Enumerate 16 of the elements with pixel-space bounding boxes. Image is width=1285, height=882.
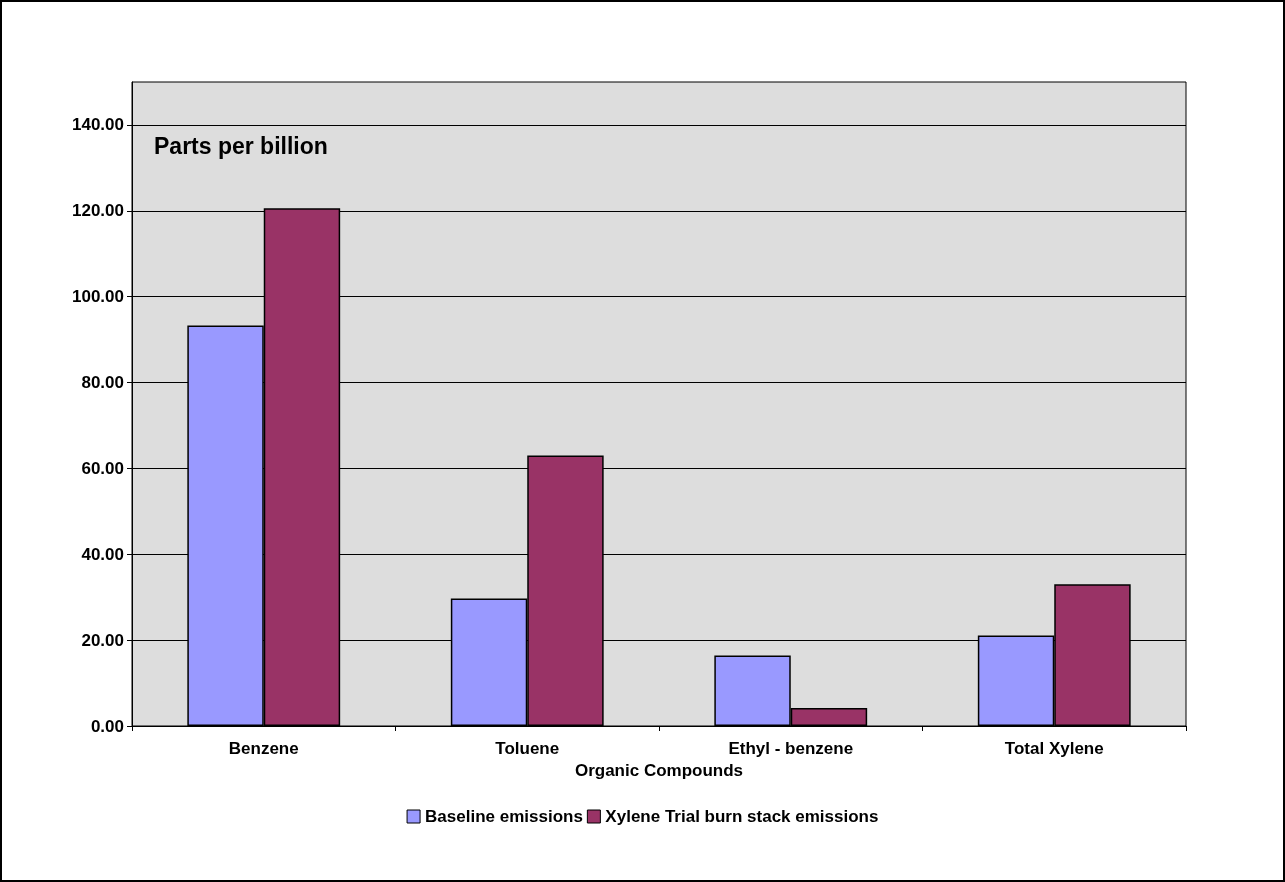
- x-tick-label: Toluene: [495, 739, 560, 758]
- y-tick-label: 0.00: [90, 716, 124, 736]
- legend-label: Xylene Trial burn stack emissions: [605, 807, 879, 826]
- y-axis-title: Parts per billion: [154, 132, 328, 159]
- legend-label: Baseline emissions: [425, 807, 583, 826]
- y-tick-label: 140.00: [72, 115, 124, 135]
- y-tick-label: 120.00: [72, 201, 124, 221]
- y-tick-label: 60.00: [81, 458, 124, 478]
- x-axis-title: Organic Compounds: [574, 760, 744, 780]
- x-tick-label: Ethyl - benzene: [728, 739, 854, 758]
- x-tick-label: Total Xylene: [1004, 739, 1104, 758]
- y-tick-label: 100.00: [72, 287, 124, 307]
- y-tick-label: 40.00: [81, 544, 124, 564]
- y-tick-label: 80.00: [81, 373, 124, 393]
- y-tick-label: 20.00: [81, 630, 124, 650]
- x-tick-label: Benzene: [228, 739, 299, 758]
